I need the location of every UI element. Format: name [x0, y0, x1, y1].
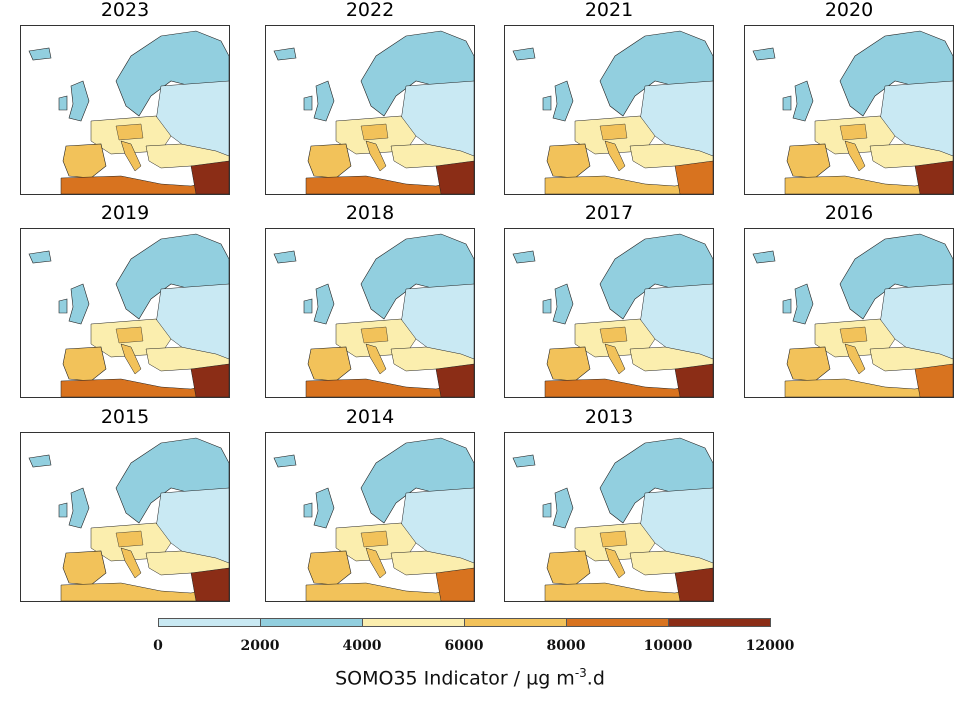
colorbar-segment	[566, 618, 669, 627]
panel-year-label: 2021	[584, 0, 634, 21]
colorbar-title: SOMO35 Indicator / µg m-3.d	[0, 666, 940, 689]
colorbar-tick-label: 8000	[546, 638, 586, 654]
colorbar-title-sup: -3	[574, 666, 587, 680]
europe-map	[265, 25, 475, 195]
colorbar-tick-label: 12000	[745, 638, 795, 654]
colorbar-segment	[260, 618, 363, 627]
europe-map	[504, 228, 714, 398]
colorbar-tick-label: 10000	[643, 638, 693, 654]
europe-map	[744, 25, 954, 195]
panel-year-label: 2019	[100, 202, 150, 224]
panel-year-label: 2018	[345, 202, 395, 224]
panel-year-label: 2013	[584, 406, 634, 428]
europe-map	[20, 432, 230, 602]
panel-year-label: 2016	[824, 202, 874, 224]
panel-year-label: 2020	[824, 0, 874, 21]
colorbar-tick-label: 4000	[342, 638, 382, 654]
europe-map	[744, 228, 954, 398]
colorbar-tick-label: 2000	[240, 638, 280, 654]
colorbar-segment	[158, 618, 261, 627]
colorbar-title-end: .d	[586, 667, 605, 690]
panel-year-label: 2014	[345, 406, 395, 428]
europe-map	[20, 228, 230, 398]
colorbar-segment	[362, 618, 465, 627]
colorbar-tick-label: 0	[153, 638, 163, 654]
colorbar-segment	[464, 618, 567, 627]
europe-map	[504, 432, 714, 602]
panel-year-label: 2015	[100, 406, 150, 428]
colorbar-title-text: SOMO35 Indicator / µg m	[335, 667, 575, 690]
colorbar-segment	[668, 618, 771, 627]
europe-map	[504, 25, 714, 195]
europe-map	[20, 25, 230, 195]
europe-map	[265, 432, 475, 602]
panel-year-label: 2017	[584, 202, 634, 224]
colorbar-tick-label: 6000	[444, 638, 484, 654]
panel-year-label: 2022	[345, 0, 395, 21]
panel-year-label: 2023	[100, 0, 150, 21]
europe-map	[265, 228, 475, 398]
